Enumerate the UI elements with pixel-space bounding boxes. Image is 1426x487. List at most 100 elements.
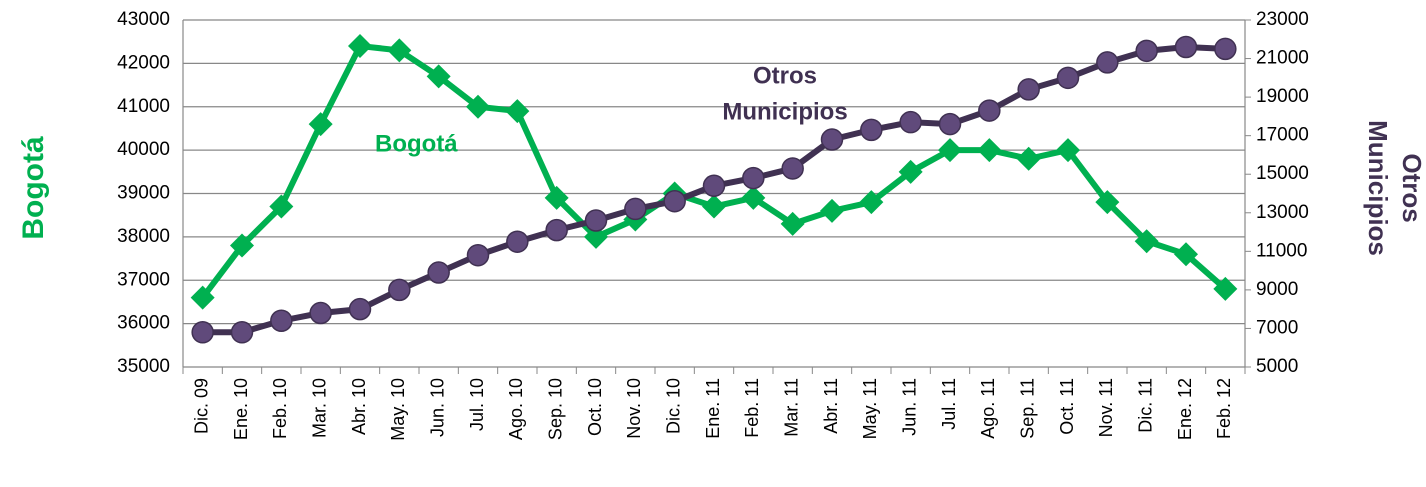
x-tick-label: Ago. 10	[506, 378, 526, 440]
marker	[427, 261, 450, 284]
y2-tick-label: 5000	[1256, 356, 1298, 377]
marker	[466, 94, 490, 119]
y2-axis-title: Otros	[1397, 153, 1426, 222]
x-tick-label: Abr. 10	[349, 378, 369, 435]
x-tick-label: Jun. 10	[427, 378, 447, 437]
marker	[1174, 35, 1198, 59]
marker	[781, 157, 804, 180]
marker	[505, 99, 530, 124]
y-tick-label: 41000	[117, 96, 170, 117]
x-tick-label: Oct. 11	[1057, 378, 1077, 435]
marker	[742, 166, 765, 190]
marker	[898, 159, 923, 184]
marker	[860, 118, 883, 142]
marker	[1017, 78, 1040, 101]
marker	[309, 301, 332, 325]
x-tick-label: Jul. 10	[467, 378, 487, 431]
x-tick-label: Ene. 12	[1175, 378, 1195, 440]
marker	[1095, 190, 1120, 215]
x-tick-label: Feb. 12	[1214, 378, 1234, 439]
marker	[506, 230, 529, 253]
marker	[388, 278, 411, 302]
marker	[270, 309, 293, 332]
marker	[190, 285, 215, 310]
annotation: Municipios	[722, 98, 847, 125]
marker	[545, 218, 568, 242]
x-tick-label: Jun. 11	[899, 378, 919, 436]
marker	[1135, 39, 1158, 63]
marker	[230, 233, 254, 258]
marker	[624, 197, 647, 221]
x-tick-label: Dic. 10	[663, 378, 683, 434]
y-tick-label: 43000	[117, 9, 170, 30]
marker	[859, 190, 884, 215]
marker	[269, 194, 294, 219]
y2-tick-label: 13000	[1256, 202, 1309, 223]
y2-axis-title: Municipios	[1363, 120, 1393, 256]
y2-tick-label: 9000	[1256, 279, 1298, 300]
y-tick-label: 39000	[117, 183, 170, 204]
y-tick-label: 42000	[117, 52, 170, 73]
x-tick-label: Dic. 09	[191, 378, 211, 434]
marker	[780, 211, 805, 236]
marker	[387, 38, 412, 63]
marker	[308, 112, 333, 137]
y2-tick-label: 19000	[1256, 86, 1309, 107]
x-tick-label: Ene. 11	[703, 378, 723, 439]
marker	[1056, 66, 1080, 90]
marker	[1174, 242, 1198, 267]
x-tick-label: Feb. 11	[742, 378, 762, 438]
marker	[1214, 37, 1237, 61]
x-tick-label: Abr. 11	[821, 378, 841, 434]
marker	[426, 64, 451, 89]
y2-tick-label: 23000	[1256, 9, 1309, 30]
x-tick-label: Mar. 11	[781, 378, 801, 437]
marker	[584, 224, 608, 249]
y-tick-label: 35000	[117, 356, 170, 377]
y2-tick-label: 7000	[1256, 317, 1298, 338]
marker	[938, 138, 962, 163]
y-tick-label: 37000	[117, 269, 170, 290]
marker	[466, 243, 490, 267]
x-tick-label: Oct. 10	[585, 378, 605, 436]
marker	[663, 189, 686, 213]
x-tick-label: May. 10	[388, 378, 408, 441]
y-tick-label: 40000	[117, 139, 170, 160]
marker	[544, 185, 569, 210]
x-tick-label: Sep. 10	[545, 378, 565, 440]
marker	[230, 321, 254, 344]
y2-tick-label: 21000	[1256, 48, 1309, 69]
marker	[820, 198, 844, 223]
x-tick-label: Ene. 10	[231, 378, 251, 440]
x-tick-label: Dic. 11	[1135, 378, 1155, 433]
marker	[978, 99, 1001, 122]
marker	[1056, 138, 1080, 163]
y-tick-label: 36000	[117, 313, 170, 334]
marker	[938, 112, 962, 136]
marker	[1213, 276, 1238, 301]
x-tick-label: Jul. 11	[939, 378, 959, 430]
marker	[820, 128, 844, 151]
x-tick-label: Nov. 10	[624, 378, 644, 439]
x-tick-label: Feb. 10	[270, 378, 290, 439]
y2-tick-label: 17000	[1256, 125, 1309, 146]
marker	[348, 297, 372, 321]
x-tick-label: Ago. 11	[978, 378, 998, 439]
marker	[702, 194, 726, 219]
y-tick-label: 38000	[117, 226, 170, 247]
marker	[702, 174, 726, 198]
marker	[1096, 51, 1119, 74]
annotation: Bogotá	[375, 130, 458, 157]
x-tick-label: Nov. 11	[1096, 378, 1116, 437]
y2-tick-label: 11000	[1256, 240, 1307, 261]
marker	[741, 185, 766, 210]
marker	[1016, 146, 1041, 171]
marker	[1134, 229, 1159, 254]
x-tick-label: Mar. 10	[309, 378, 329, 438]
annotation: Otros	[753, 62, 817, 89]
marker	[899, 110, 922, 134]
marker	[584, 209, 608, 232]
x-tick-label: Sep. 11	[1017, 378, 1037, 439]
marker	[191, 321, 214, 344]
